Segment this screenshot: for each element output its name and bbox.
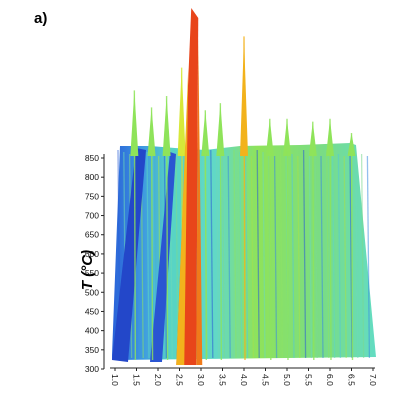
x-tick-label: 3.5 <box>218 374 228 386</box>
surface-stripe <box>146 151 150 359</box>
x-tick-label: 1.5 <box>132 374 142 386</box>
y-tick-label: 750 <box>85 191 99 201</box>
surface-stripe <box>343 155 347 359</box>
surface-stripe <box>221 153 226 359</box>
y-tick-label: 300 <box>85 364 99 374</box>
panel-label: a) <box>34 10 48 27</box>
y-tick-label: 500 <box>85 287 99 297</box>
x-tick-label: 2.5 <box>175 374 185 386</box>
y-tick-label: 450 <box>85 306 99 316</box>
surface-flank-low <box>112 148 146 362</box>
peaks-layer <box>130 8 356 365</box>
surface-stripe <box>308 151 313 359</box>
surface-stripe <box>314 153 318 359</box>
x-tick-label: 1.0 <box>110 374 120 386</box>
y-axis-label: T (°C) <box>79 250 96 290</box>
surface-stripe <box>360 153 365 359</box>
y-tick-label: 550 <box>85 268 99 278</box>
x-tick-label: 2.0 <box>153 374 163 386</box>
surface-stripe <box>355 151 359 359</box>
surface-stripe <box>215 151 220 359</box>
y-tick-label: 800 <box>85 172 99 182</box>
peak-ridge <box>243 36 246 361</box>
x-tick-label: 5.5 <box>304 374 314 386</box>
surface-stripe <box>320 155 324 359</box>
peak-mark-shade <box>176 68 189 365</box>
y-tick-label: 400 <box>85 326 99 336</box>
peak-ridge <box>312 121 315 361</box>
x-tick-label: 4.0 <box>239 374 249 386</box>
y-tick-label: 600 <box>85 249 99 259</box>
peak-mark-shade <box>196 38 203 365</box>
surface-stripe <box>273 155 278 359</box>
x-tick-label: 4.5 <box>261 374 271 386</box>
peak-ridge <box>286 118 289 361</box>
peak-ridge <box>219 103 223 361</box>
surface-stripe <box>366 155 371 359</box>
surface-stripe <box>262 151 266 359</box>
surface-stripe <box>244 153 249 359</box>
surface-stripe <box>175 153 179 359</box>
peak-ridge <box>165 96 169 361</box>
surface-stripe <box>256 149 260 359</box>
surface-stripe <box>250 155 255 359</box>
surface-stripe <box>210 149 214 359</box>
surface-stripe <box>297 155 301 359</box>
surface-stripe <box>279 149 284 359</box>
peak-ridge <box>350 132 354 361</box>
surface-flank-mid <box>150 152 176 362</box>
peak-ridge <box>329 118 332 361</box>
surface-stripe <box>326 149 330 359</box>
y-tick-label: 700 <box>85 211 99 221</box>
surface-stripe <box>227 155 231 359</box>
peak-ridge <box>204 110 207 361</box>
surface-stripe <box>331 151 336 359</box>
x-tick-label: 7.0 <box>368 374 378 386</box>
x-tick-label: 6.0 <box>325 374 335 386</box>
surface-stripe <box>291 153 295 359</box>
y-tick-label: 850 <box>85 153 99 163</box>
surface-stripe <box>337 153 342 359</box>
y-tick-label: 650 <box>85 230 99 240</box>
axes-layer: 300 350 400 450 500 550 600 650 700 750 800 850 1.0 1… <box>85 153 378 386</box>
x-tick-label: 6.5 <box>347 374 357 386</box>
peak-ridge <box>150 107 154 361</box>
y-tick-label: 350 <box>85 345 99 355</box>
peak-ridge <box>269 118 272 361</box>
surface-stripe <box>302 149 307 359</box>
peak-ridge <box>133 90 137 361</box>
x-tick-label: 3.0 <box>196 374 206 386</box>
x-tick-label: 5.0 <box>282 374 292 386</box>
surface-stripe <box>239 151 243 359</box>
surface-stripe <box>233 149 237 359</box>
